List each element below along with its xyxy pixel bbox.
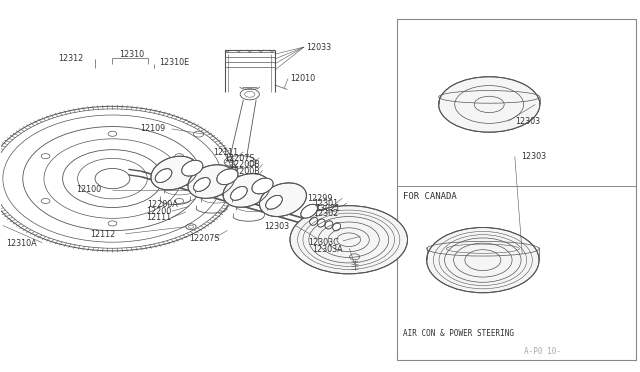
Text: 12207S: 12207S xyxy=(189,234,220,243)
Text: 12303A: 12303A xyxy=(312,245,342,254)
Circle shape xyxy=(427,228,539,293)
Ellipse shape xyxy=(182,160,203,176)
Ellipse shape xyxy=(333,223,340,231)
Text: 12310E: 12310E xyxy=(159,58,189,67)
Text: 12303: 12303 xyxy=(515,117,540,126)
Ellipse shape xyxy=(259,183,307,217)
Bar xyxy=(397,19,636,360)
Text: 12200B: 12200B xyxy=(229,167,260,176)
Text: 12310: 12310 xyxy=(119,49,144,58)
Text: 12303: 12303 xyxy=(264,222,289,231)
Text: 12310A: 12310A xyxy=(6,239,36,248)
Text: 13021: 13021 xyxy=(315,204,340,213)
Text: 12301: 12301 xyxy=(314,199,339,208)
Text: 12111: 12111 xyxy=(147,213,172,222)
Ellipse shape xyxy=(310,217,317,225)
Ellipse shape xyxy=(252,178,273,194)
Ellipse shape xyxy=(266,195,282,209)
Text: 12299: 12299 xyxy=(307,195,333,203)
Ellipse shape xyxy=(193,177,210,192)
Text: 12200: 12200 xyxy=(147,207,172,216)
Text: AIR CON & POWER STEERING: AIR CON & POWER STEERING xyxy=(403,329,514,338)
Text: A-P0 10-: A-P0 10- xyxy=(524,347,561,356)
Text: 12100: 12100 xyxy=(76,185,101,194)
Text: 12200B: 12200B xyxy=(229,160,260,169)
Ellipse shape xyxy=(155,169,172,183)
Text: 12109: 12109 xyxy=(140,124,165,134)
Text: 12207S: 12207S xyxy=(224,154,255,163)
Ellipse shape xyxy=(438,77,540,132)
Text: 12010: 12010 xyxy=(290,74,315,83)
Ellipse shape xyxy=(325,221,333,229)
Ellipse shape xyxy=(217,169,238,185)
Text: FOR CANADA: FOR CANADA xyxy=(403,192,457,201)
Text: 12303C: 12303C xyxy=(308,238,339,247)
Text: 12312: 12312 xyxy=(58,54,83,63)
Ellipse shape xyxy=(317,219,325,227)
Circle shape xyxy=(290,206,408,274)
Ellipse shape xyxy=(188,165,235,198)
Ellipse shape xyxy=(301,204,317,218)
Text: 12303: 12303 xyxy=(521,152,547,161)
Text: 12033: 12033 xyxy=(306,42,331,51)
Text: 12112: 12112 xyxy=(90,230,115,239)
Text: 12302: 12302 xyxy=(314,209,339,218)
Text: 12111: 12111 xyxy=(213,148,239,157)
Ellipse shape xyxy=(230,186,247,201)
Text: 12200A: 12200A xyxy=(148,200,179,209)
Ellipse shape xyxy=(151,156,198,190)
Ellipse shape xyxy=(223,174,270,207)
